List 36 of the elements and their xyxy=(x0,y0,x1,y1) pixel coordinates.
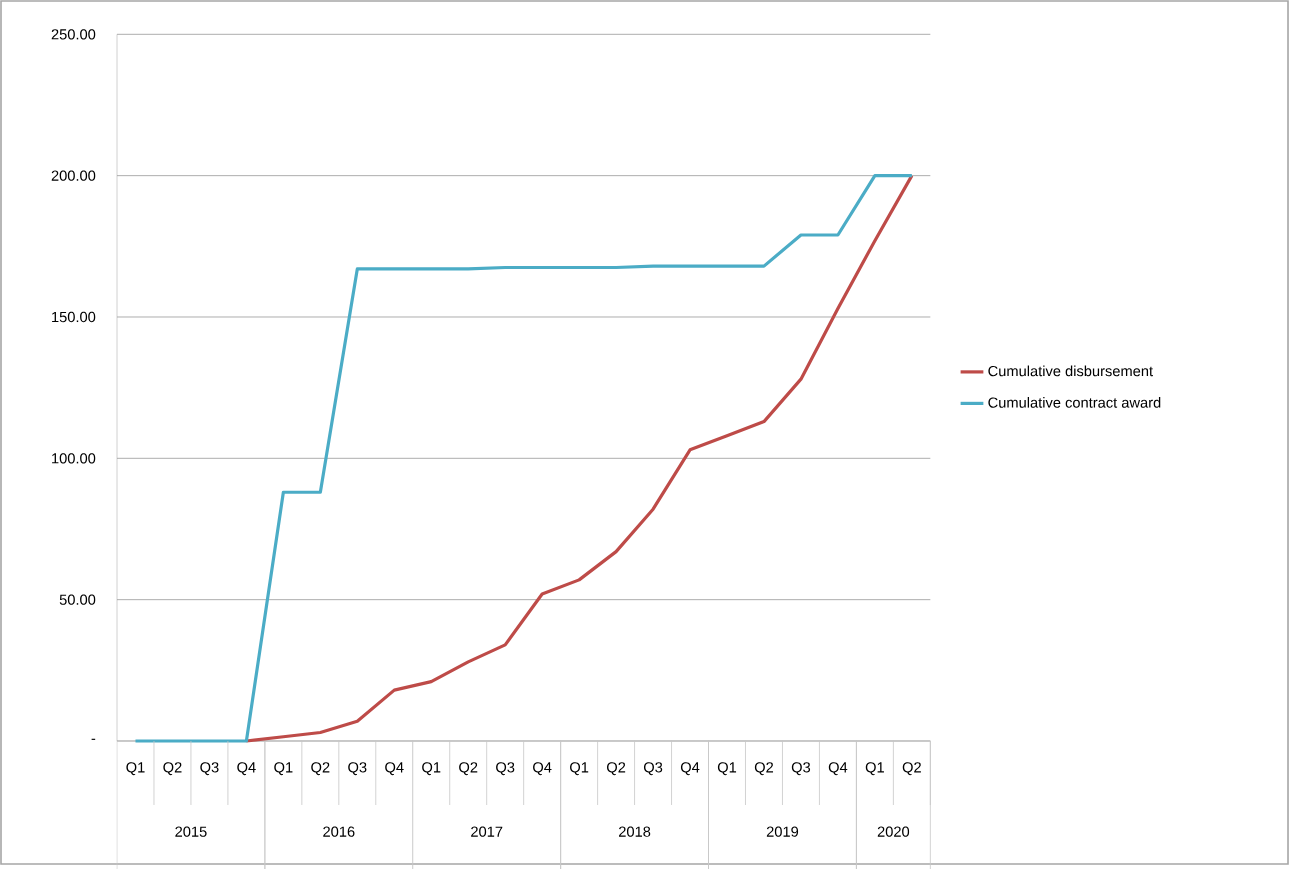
y-tick-label: 250.00 xyxy=(51,28,96,40)
text: 2016 xyxy=(323,826,355,837)
x-tick-label: Q3 xyxy=(348,761,367,775)
x-tick-label: Q3 xyxy=(496,761,515,775)
x-tick-label: Q2 xyxy=(902,761,921,775)
x-tick-label: Q2 xyxy=(311,761,330,775)
legend-label: Cumulative disbursement xyxy=(988,365,1153,377)
x-tick-label: Q3 xyxy=(200,761,219,775)
y-tick-label: - xyxy=(91,738,96,740)
x-tick-label: Q1 xyxy=(717,761,737,775)
y-tick-label: 200.00 xyxy=(51,170,96,181)
x-tick-label: Q2 xyxy=(607,761,626,775)
text: 2015 xyxy=(175,826,207,837)
x-tick-label: Q1 xyxy=(570,761,589,775)
x-tick-label: Q1 xyxy=(865,761,884,775)
x-tick-label: Q1 xyxy=(126,761,145,775)
x-tick-label: Q4 xyxy=(533,761,552,775)
text: 2017 xyxy=(471,826,503,837)
x-tick-label: Q1 xyxy=(422,761,441,775)
y-tick-label: 100.00 xyxy=(52,452,96,464)
x-tick-label: Q2 xyxy=(459,761,478,775)
text: 2018 xyxy=(619,826,651,837)
x-tick-label: Q1 xyxy=(274,761,293,775)
y-tick-label: 150.00 xyxy=(52,311,96,322)
y-tick-label: 50.00 xyxy=(59,594,96,605)
text: 2020 xyxy=(877,826,910,837)
x-tick-label: Q2 xyxy=(163,761,182,775)
x-tick-label: Q4 xyxy=(237,761,256,775)
x-tick-label: Q3 xyxy=(791,761,811,775)
x-tick-label: Q4 xyxy=(385,761,404,775)
x-tick-label: Q4 xyxy=(828,761,848,775)
legend-label: Cumulative contract award xyxy=(988,396,1161,408)
text: 2019 xyxy=(766,826,799,837)
x-tick-label: Q2 xyxy=(754,761,774,775)
x-tick-label: Q4 xyxy=(680,761,700,775)
x-tick-label: Q3 xyxy=(643,761,663,775)
